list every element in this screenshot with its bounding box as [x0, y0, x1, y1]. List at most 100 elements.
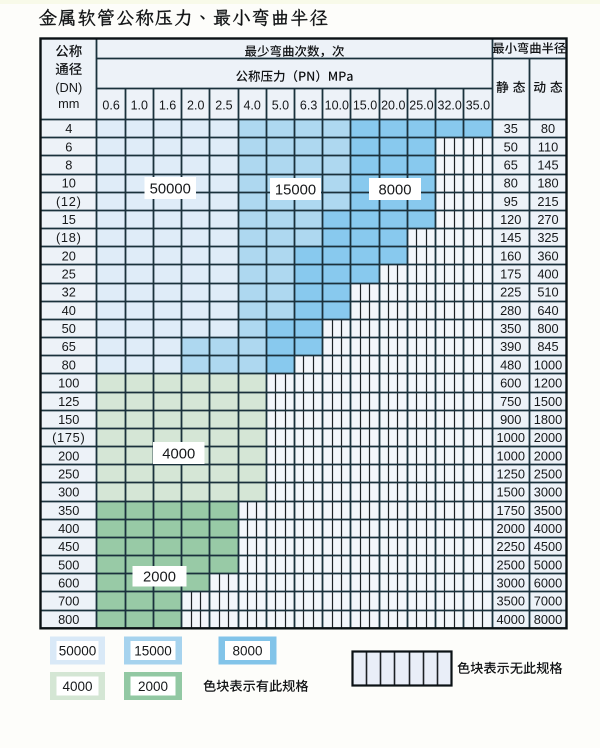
- svg-text:15: 15: [62, 212, 76, 227]
- svg-text:0.6: 0.6: [102, 99, 119, 113]
- svg-text:8000: 8000: [232, 643, 262, 658]
- svg-text:1000: 1000: [497, 448, 525, 463]
- svg-text:65: 65: [504, 158, 518, 173]
- svg-text:35.0: 35.0: [466, 99, 490, 113]
- svg-text:6: 6: [65, 139, 72, 154]
- svg-text:100: 100: [58, 376, 79, 391]
- svg-text:1000: 1000: [534, 357, 562, 372]
- svg-text:95: 95: [504, 194, 518, 209]
- svg-text:5000: 5000: [534, 557, 562, 572]
- svg-text:20.0: 20.0: [381, 99, 405, 113]
- svg-text:160: 160: [500, 248, 521, 263]
- svg-text:1.6: 1.6: [159, 99, 176, 113]
- svg-text:325: 325: [537, 230, 558, 245]
- svg-text:8000: 8000: [534, 612, 562, 627]
- svg-text:1000: 1000: [497, 430, 525, 445]
- svg-text:6.3: 6.3: [300, 99, 317, 113]
- svg-text:900: 900: [500, 412, 521, 427]
- svg-text:600: 600: [58, 575, 79, 590]
- svg-text:4000: 4000: [534, 521, 562, 536]
- svg-text:32: 32: [62, 285, 76, 300]
- svg-text:390: 390: [500, 339, 521, 354]
- svg-text:3000: 3000: [534, 485, 562, 500]
- svg-text:(175): (175): [52, 430, 85, 445]
- svg-text:mm: mm: [58, 96, 79, 111]
- svg-text:2500: 2500: [534, 466, 562, 481]
- svg-text:4.0: 4.0: [243, 99, 260, 113]
- svg-text:(18): (18): [56, 230, 82, 245]
- svg-text:145: 145: [500, 230, 521, 245]
- svg-text:750: 750: [500, 394, 521, 409]
- svg-text:300: 300: [58, 485, 79, 500]
- svg-text:700: 700: [58, 594, 79, 609]
- svg-text:8000: 8000: [379, 182, 412, 198]
- svg-text:2500: 2500: [497, 557, 525, 572]
- svg-text:32.0: 32.0: [438, 99, 462, 113]
- svg-text:480: 480: [500, 357, 521, 372]
- svg-text:2000: 2000: [534, 430, 562, 445]
- svg-text:180: 180: [537, 176, 558, 191]
- svg-text:2.0: 2.0: [187, 99, 204, 113]
- svg-text:5.0: 5.0: [272, 99, 289, 113]
- svg-text:110: 110: [538, 139, 558, 154]
- svg-text:50000: 50000: [59, 643, 97, 658]
- svg-text:225: 225: [500, 285, 521, 300]
- svg-text:8: 8: [65, 158, 72, 173]
- svg-text:3000: 3000: [497, 575, 525, 590]
- svg-text:4000: 4000: [62, 679, 92, 694]
- svg-text:1500: 1500: [534, 394, 562, 409]
- svg-text:2250: 2250: [497, 539, 525, 554]
- svg-text:1500: 1500: [497, 485, 525, 500]
- svg-text:1750: 1750: [497, 503, 525, 518]
- svg-text:250: 250: [58, 466, 79, 481]
- svg-text:50: 50: [504, 139, 518, 154]
- svg-text:270: 270: [537, 212, 558, 227]
- svg-text:6000: 6000: [534, 575, 562, 590]
- svg-text:4: 4: [65, 121, 72, 136]
- svg-text:800: 800: [537, 321, 558, 336]
- svg-text:25.0: 25.0: [409, 99, 433, 113]
- svg-text:1200: 1200: [534, 376, 562, 391]
- svg-text:40: 40: [62, 303, 76, 318]
- svg-text:7000: 7000: [534, 594, 562, 609]
- svg-text:1.0: 1.0: [131, 99, 148, 113]
- svg-text:2000: 2000: [143, 570, 176, 586]
- svg-text:145: 145: [537, 158, 558, 173]
- svg-text:150: 150: [58, 412, 79, 427]
- svg-text:65: 65: [62, 339, 76, 354]
- svg-text:3500: 3500: [497, 594, 525, 609]
- svg-text:3500: 3500: [534, 503, 562, 518]
- svg-text:510: 510: [537, 285, 558, 300]
- svg-text:80: 80: [62, 357, 76, 372]
- svg-text:(DN): (DN): [55, 80, 82, 95]
- svg-text:215: 215: [537, 194, 558, 209]
- svg-text:2.5: 2.5: [215, 99, 232, 113]
- svg-text:175: 175: [500, 267, 521, 282]
- svg-text:80: 80: [504, 176, 518, 191]
- svg-text:500: 500: [58, 557, 79, 572]
- svg-text:2000: 2000: [138, 679, 168, 694]
- svg-text:450: 450: [58, 539, 79, 554]
- svg-text:15000: 15000: [134, 643, 172, 658]
- svg-text:4000: 4000: [497, 612, 525, 627]
- svg-text:15000: 15000: [275, 182, 316, 198]
- svg-text:845: 845: [537, 339, 558, 354]
- svg-text:25: 25: [62, 267, 76, 282]
- svg-text:(12): (12): [56, 194, 82, 209]
- svg-text:15.0: 15.0: [353, 99, 377, 113]
- svg-text:360: 360: [537, 248, 558, 263]
- svg-text:10: 10: [62, 176, 76, 191]
- svg-text:120: 120: [500, 212, 521, 227]
- svg-text:4000: 4000: [162, 446, 195, 462]
- svg-text:1250: 1250: [497, 466, 525, 481]
- svg-text:400: 400: [537, 267, 558, 282]
- svg-text:20: 20: [62, 248, 76, 263]
- svg-text:400: 400: [58, 521, 79, 536]
- svg-text:1800: 1800: [534, 412, 562, 427]
- svg-text:600: 600: [500, 376, 521, 391]
- svg-text:280: 280: [500, 303, 521, 318]
- svg-text:350: 350: [58, 503, 79, 518]
- svg-text:125: 125: [58, 394, 79, 409]
- svg-text:2000: 2000: [534, 448, 562, 463]
- svg-text:200: 200: [58, 448, 79, 463]
